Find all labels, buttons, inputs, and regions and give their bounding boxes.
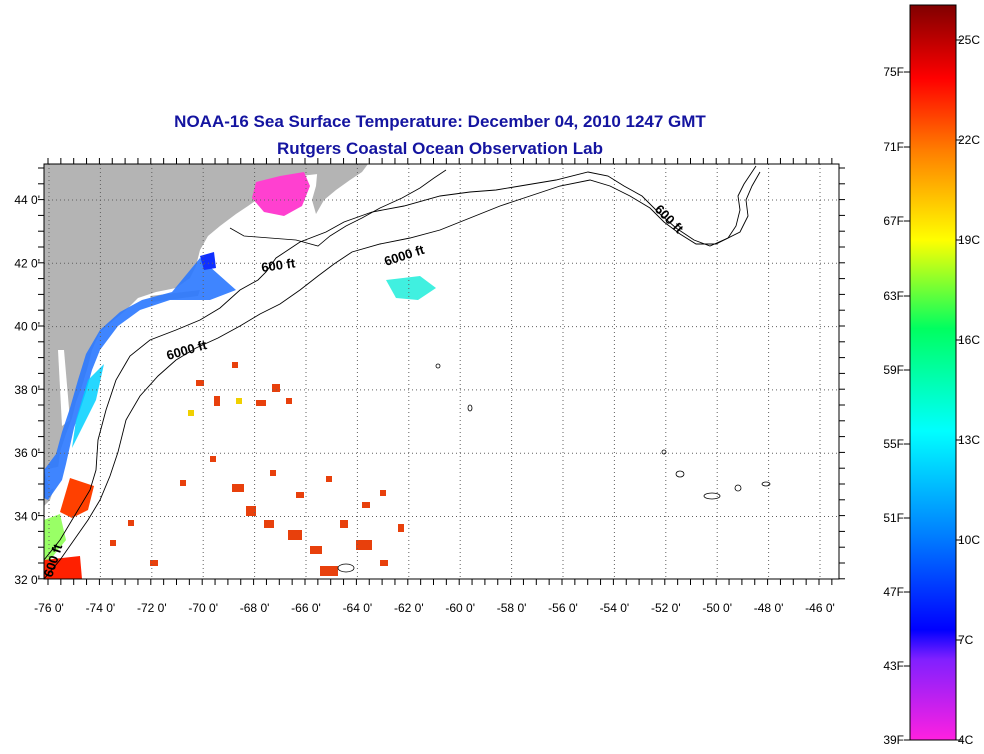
lat-tick-label: 34 0'	[14, 510, 40, 524]
lon-tick-label: -50 0'	[702, 601, 732, 615]
land-us-coast	[44, 164, 318, 506]
colorbar-ticks	[904, 39, 962, 741]
lon-tick-label: -58 0'	[497, 601, 527, 615]
sst-warm-scatter	[110, 362, 404, 576]
colorbar-f-label: 51F	[883, 511, 904, 525]
colorbar-c-label: 4C	[958, 733, 974, 747]
colorbar-f-label: 71F	[883, 140, 904, 154]
lon-tick-label: -60 0'	[445, 601, 475, 615]
map-frame	[43, 163, 840, 580]
lon-labels: -76 0' -74 0' -72 0' -70 0' -68 0' -66 0' -64 …	[34, 601, 835, 615]
colorbar-c-label: 10C	[958, 533, 980, 547]
colorbar-c-label: 7C	[958, 633, 974, 647]
colorbar-f-label: 55F	[883, 437, 904, 451]
lat-tick-label: 44 0'	[14, 193, 40, 207]
colorbar-f-label: 43F	[883, 659, 904, 673]
colorbar-f-label: 39F	[883, 733, 904, 747]
sst-red-corner	[44, 556, 82, 579]
lat-labels: 44 0' 42 0' 40 0' 38 0' 36 0' 34 0' 32 0'	[14, 193, 40, 587]
lon-tick-label: -74 0'	[86, 601, 116, 615]
colorbar-f-label: 47F	[883, 585, 904, 599]
sst-cyan-patch	[386, 276, 436, 300]
lon-tick-label: -68 0'	[240, 601, 270, 615]
lon-tick-label: -54 0'	[600, 601, 630, 615]
sst-coastal-band	[44, 258, 236, 500]
colorbar-f-label: 59F	[883, 363, 904, 377]
colorbar-f-labels: 75F 71F 67F 63F 59F 55F 51F 47F 43F 39F	[883, 65, 904, 747]
lon-tick-label: -72 0'	[137, 601, 167, 615]
lon-tick-label: -56 0'	[548, 601, 578, 615]
colorbar-c-label: 16C	[958, 333, 980, 347]
contour-6000ft	[44, 171, 761, 579]
contour-gulf-maine	[229, 169, 447, 247]
land-canada	[312, 164, 368, 214]
lon-tick-label: -70 0'	[188, 601, 218, 615]
seamount-contours	[337, 363, 771, 573]
colorbar-c-labels: 25C 22C 19C 16C 13C 10C 7C 4C	[958, 33, 980, 747]
lat-tick-label: 36 0'	[14, 446, 40, 460]
lon-tick-label: -76 0'	[34, 601, 64, 615]
lat-tick-label: 40 0'	[14, 320, 40, 334]
bay-water	[58, 350, 70, 426]
lon-tick-label: -52 0'	[651, 601, 681, 615]
lon-tick-label: -66 0'	[291, 601, 321, 615]
colorbar-f-label: 75F	[883, 65, 904, 79]
map-ticks	[38, 158, 845, 585]
sst-yellow-scatter	[188, 398, 242, 416]
map-grid	[44, 164, 839, 579]
lon-tick-label: -46 0'	[805, 601, 835, 615]
colorbar-f-label: 63F	[883, 289, 904, 303]
sst-warm-coast	[60, 478, 94, 518]
lon-tick-label: -48 0'	[754, 601, 784, 615]
colorbar-f-label: 67F	[883, 214, 904, 228]
lon-tick-label: -64 0'	[343, 601, 373, 615]
sst-map: -76 0' -74 0' -72 0' -70 0' -68 0' -66 0' -64 …	[14, 158, 845, 615]
colorbar-c-label: 13C	[958, 433, 980, 447]
colorbar-c-label: 25C	[958, 33, 980, 47]
sst-cyan-coast	[72, 364, 104, 448]
lon-tick-label: -62 0'	[394, 601, 424, 615]
sst-magenta-patch	[252, 172, 310, 216]
colorbar-c-label: 22C	[958, 133, 980, 147]
title-line-1: NOAA-16 Sea Surface Temperature: Decembe…	[174, 112, 706, 131]
map-title: NOAA-16 Sea Surface Temperature: Decembe…	[40, 108, 840, 162]
lat-tick-label: 38 0'	[14, 383, 40, 397]
lat-tick-label: 42 0'	[14, 256, 40, 270]
title-line-2: Rutgers Coastal Ocean Observation Lab	[277, 139, 603, 158]
colorbar-gradient	[909, 4, 957, 741]
contour-label-600-a: 600 ft	[260, 255, 296, 275]
lat-tick-label: 32 0'	[14, 573, 40, 587]
contour-600ft	[44, 165, 757, 561]
sst-blue-patch	[200, 252, 216, 270]
colorbar-c-label: 19C	[958, 233, 980, 247]
